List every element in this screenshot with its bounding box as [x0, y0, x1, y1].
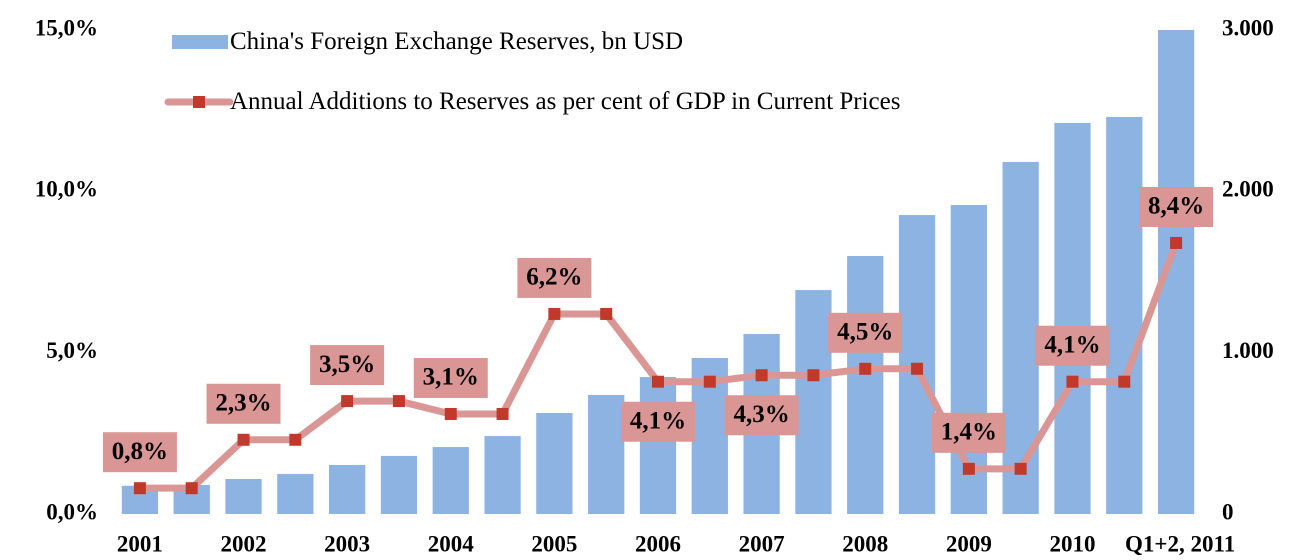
- y-tick-label: 15,0%: [35, 15, 98, 40]
- value-label: 2,3%: [215, 390, 271, 417]
- bar: [277, 473, 314, 514]
- y-tick-label: 10,0%: [35, 177, 98, 202]
- x-tick-label: 2007: [739, 531, 785, 556]
- y2-tick-label: 2.000: [1222, 177, 1274, 202]
- legend-label: Annual Additions to Reserves as per cent…: [230, 88, 901, 115]
- marker: [133, 482, 146, 495]
- y2-tick-label: 1.000: [1222, 338, 1274, 363]
- value-label: 4,1%: [630, 407, 686, 434]
- marker: [1118, 375, 1131, 388]
- x-tick-label: 2010: [1049, 531, 1095, 556]
- x-tick-label: 2003: [324, 531, 370, 556]
- bar: [225, 478, 262, 514]
- value-label: 3,5%: [319, 351, 375, 378]
- marker: [341, 395, 354, 408]
- bar: [484, 436, 521, 514]
- marker: [962, 462, 975, 475]
- value-label-box: [828, 312, 903, 353]
- marker: [859, 362, 872, 375]
- x-tick-label: 2001: [117, 531, 163, 556]
- x-tick-label: 2009: [946, 531, 992, 556]
- marker: [1170, 236, 1183, 249]
- value-label-box: [724, 395, 799, 436]
- marker: [1014, 462, 1027, 475]
- bar: [795, 290, 832, 514]
- value-label-box: [1139, 186, 1214, 227]
- marker: [652, 375, 664, 388]
- marker: [444, 407, 457, 420]
- marker: [807, 369, 820, 382]
- x-tick-label: 2008: [842, 531, 888, 556]
- value-label-box: [931, 412, 1006, 453]
- x-tick-label: 2005: [531, 531, 577, 556]
- y2-tick-label: 0: [1222, 499, 1234, 524]
- value-label-box: [1035, 325, 1110, 366]
- legend-label: China's Foreign Exchange Reserves, bn US…: [230, 28, 684, 55]
- x-tick-label: 2006: [635, 531, 681, 556]
- bar: [380, 455, 418, 514]
- value-label: 6,2%: [526, 264, 582, 291]
- legend-marker: [193, 96, 205, 108]
- marker: [185, 482, 198, 495]
- value-label: 0,8%: [112, 438, 168, 465]
- marker: [237, 433, 250, 446]
- value-label: 1,4%: [941, 419, 997, 446]
- y-tick-label: 0,0%: [46, 499, 98, 524]
- x-tick-label: 2002: [221, 531, 267, 556]
- value-label-box: [310, 345, 385, 386]
- legend-swatch: [172, 35, 228, 49]
- value-label: 8,4%: [1148, 193, 1204, 220]
- bar: [588, 394, 625, 514]
- bar: [432, 447, 469, 514]
- bar: [847, 256, 884, 514]
- marker: [548, 307, 561, 320]
- marker: [1066, 375, 1079, 388]
- marker: [496, 407, 509, 420]
- value-label-box: [206, 383, 281, 424]
- marker: [755, 369, 768, 382]
- value-label-box: [621, 401, 695, 442]
- value-label: 4,1%: [1044, 331, 1100, 358]
- value-label-box: [102, 432, 177, 473]
- value-label: 4,3%: [733, 401, 789, 428]
- marker: [600, 307, 613, 320]
- bar: [1106, 116, 1143, 514]
- value-label-box: [413, 357, 488, 398]
- bar: [536, 413, 573, 514]
- marker: [911, 362, 924, 375]
- marker: [703, 375, 716, 388]
- bar: [1054, 122, 1091, 514]
- marker: [289, 433, 302, 446]
- marker: [392, 395, 405, 408]
- value-label-box: [517, 257, 592, 298]
- value-label: 3,1%: [423, 364, 479, 391]
- bar: [1002, 161, 1039, 514]
- y2-tick-label: 3.000: [1222, 15, 1274, 40]
- x-tick-label: Q1+2, 2011: [1125, 531, 1235, 556]
- y-tick-label: 5,0%: [46, 338, 98, 363]
- bar: [639, 377, 677, 514]
- value-label: 4,5%: [837, 319, 893, 346]
- x-tick-label: 2004: [428, 531, 475, 556]
- bar: [329, 464, 366, 514]
